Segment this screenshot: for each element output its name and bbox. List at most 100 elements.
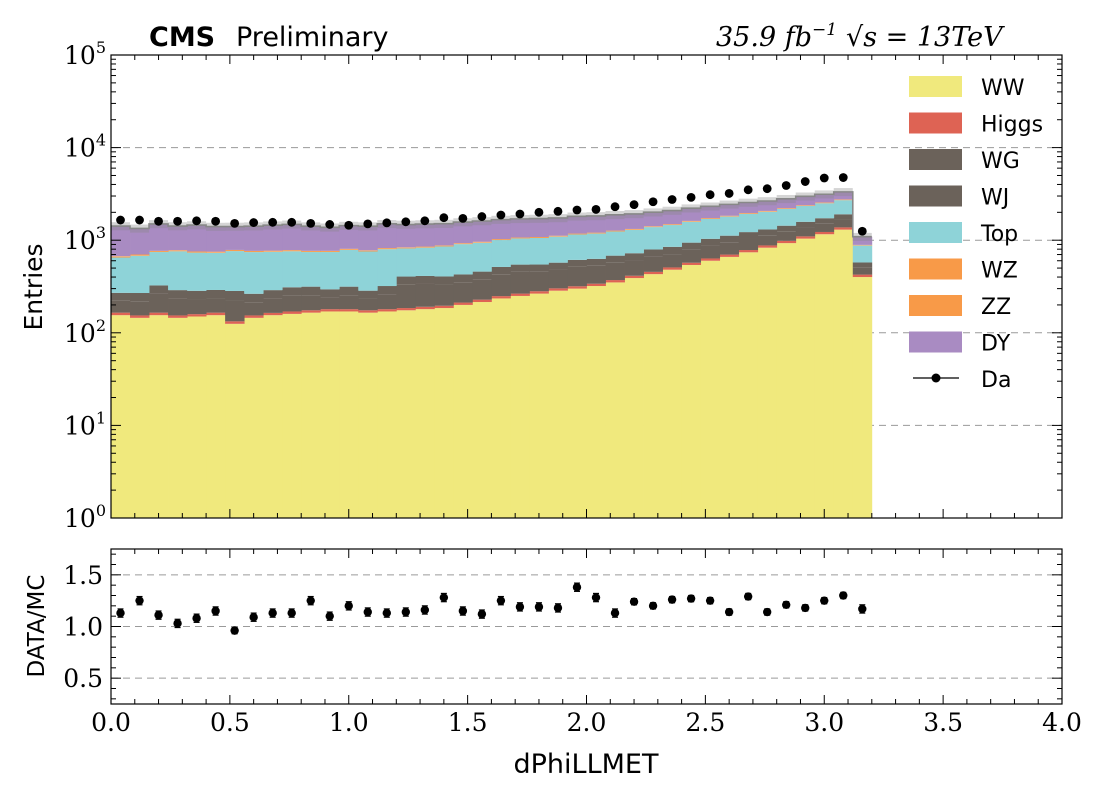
stack-bar-higgs (453, 302, 473, 305)
stack-bar-wz (168, 250, 188, 252)
stack-bar-ww (358, 312, 378, 518)
stack-bar-higgs (282, 311, 302, 314)
x-tick-label: 0.5 (210, 708, 250, 737)
stack-bar-wz (225, 250, 245, 252)
stack-bar-wg (586, 265, 606, 284)
data-point (572, 205, 582, 215)
data-point (705, 190, 715, 200)
stack-bar-wg (206, 298, 226, 313)
data-point (838, 173, 848, 182)
data-point (553, 206, 563, 216)
stack-bar-ww (206, 315, 226, 518)
stack-bar-wj (377, 286, 397, 295)
legend-swatch-ww (909, 76, 962, 97)
stack-bar-zz (225, 249, 245, 251)
stack-bar-dy (472, 220, 492, 242)
stack-bar-zz (130, 254, 150, 256)
x-tick-label: 3.5 (923, 708, 963, 737)
main-y-tick-base: 10 (64, 319, 96, 348)
stack-bar-wg (187, 299, 207, 315)
data-point (458, 213, 468, 223)
lumi-value: 35.9 fb (716, 22, 812, 53)
main-y-tick-label: 100 (64, 501, 106, 533)
stack-bar-top (795, 206, 816, 222)
legend: WW Higgs WG WJ Top WZ ZZ DY Da (909, 76, 1043, 393)
stack-bar-higgs (320, 309, 340, 312)
data-point (363, 219, 373, 229)
stack-bar-dy (225, 226, 245, 250)
legend-label-zz: ZZ (981, 295, 1011, 320)
ratio-y-tick-label: 0.5 (63, 664, 103, 693)
stack-bar-dy (605, 214, 625, 231)
ratio-point (192, 614, 201, 623)
stack-bar-wj (529, 264, 549, 272)
data-point (154, 216, 163, 226)
stack-bar-dy (833, 191, 854, 200)
ratio-point (553, 603, 563, 613)
ratio-point (173, 619, 182, 628)
stack-bar-top (833, 200, 854, 215)
main-y-tick-exponent: 4 (96, 131, 106, 150)
stack-bar-dy (776, 198, 797, 209)
stack-bar-ww (586, 286, 606, 518)
stack-bar-top (472, 242, 492, 272)
stack-bar-wz (548, 236, 568, 237)
ratio-point (610, 608, 620, 618)
ratio-point (534, 602, 544, 612)
stack-bar-ww (396, 310, 416, 518)
stack-bar-wg (662, 254, 682, 268)
stack-bar-zz (206, 251, 226, 253)
data-point (306, 218, 316, 228)
data-point (173, 216, 182, 226)
stack-bar-dy (377, 223, 397, 249)
stack-bar-wz (453, 243, 473, 245)
stack-bar-higgs (396, 308, 416, 311)
stack-bar-top (814, 203, 835, 219)
data-point (743, 185, 753, 195)
stack-bar-higgs (263, 312, 283, 316)
ratio-point (572, 583, 582, 592)
legend-label-dy: DY (981, 332, 1011, 357)
stack-bar-wj (244, 293, 264, 303)
stack-bar-higgs (434, 305, 454, 309)
stack-bar-wj (149, 285, 169, 294)
stack-bar-zz (263, 250, 283, 252)
stack-bar-higgs (567, 286, 587, 289)
stack-bar-ww (130, 317, 150, 518)
stack-bar-top (149, 252, 169, 286)
ratio-y-tick-label: 1.5 (63, 561, 103, 590)
stack-bar-top (719, 216, 740, 236)
data-point (116, 215, 125, 225)
stack-bar-ww (643, 274, 663, 518)
stack-bar-ww (548, 290, 568, 518)
stack-bar-higgs (795, 236, 816, 239)
stack-bar-higgs (719, 254, 740, 257)
ratio-point (762, 607, 772, 617)
stack-bar-wj (662, 246, 682, 255)
stack-bar-higgs (738, 250, 759, 253)
legend-label-wg: WG (981, 149, 1020, 174)
stack-bar-top (624, 229, 644, 254)
stack-bar-dy (187, 225, 207, 252)
ratio-point (325, 611, 334, 621)
stack-bar-zz (168, 250, 188, 251)
stack-bar-higgs (757, 245, 778, 248)
data-point (819, 173, 829, 183)
stack-bar-wj (206, 289, 226, 299)
stack-bar-wg (244, 302, 264, 316)
stack-bar-wz (434, 245, 454, 247)
data-point (192, 216, 201, 226)
stack-bar-zz (111, 256, 131, 257)
legend-swatch-wg (909, 149, 962, 170)
data-point (762, 184, 772, 194)
stack-bar-wj (187, 290, 207, 300)
stack-bar-wg (757, 235, 778, 246)
stack-bar-wg (643, 256, 663, 272)
stack-bar-wz (301, 251, 321, 253)
stack-bar-top (358, 251, 378, 291)
stack-bar-top (586, 233, 606, 259)
stack-bar-ww (605, 282, 625, 518)
stack-bar-dy (757, 201, 778, 211)
legend-label-data: Da (981, 368, 1011, 393)
